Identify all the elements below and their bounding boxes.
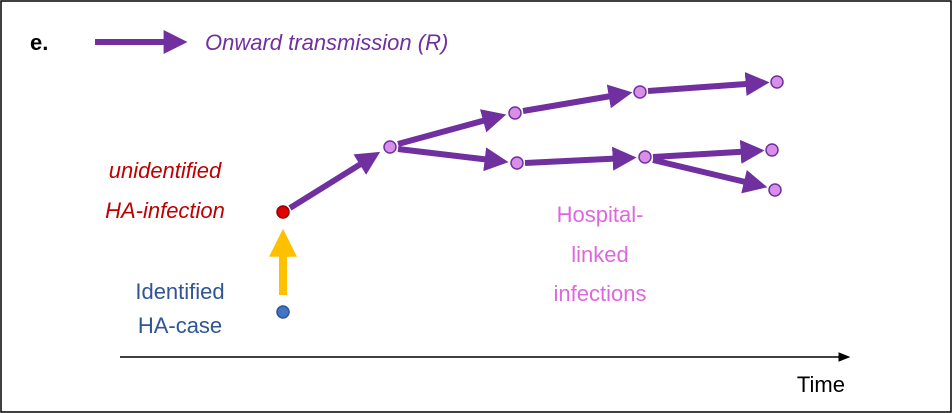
- node-unidentified: [276, 205, 290, 219]
- node: [510, 156, 524, 170]
- identified-label: Identified: [135, 279, 224, 304]
- hospital-label: Hospital-: [557, 202, 644, 227]
- edge: [397, 109, 507, 147]
- nodes: [276, 75, 784, 319]
- unidentified-label: unidentified: [109, 158, 222, 183]
- unidentified-label: HA-infection: [105, 198, 225, 223]
- node: [765, 143, 779, 157]
- edge: [652, 139, 765, 164]
- node: [638, 150, 652, 164]
- hospital-label: linked: [571, 242, 628, 267]
- edges: [269, 72, 770, 295]
- node: [768, 183, 782, 197]
- edge: [522, 84, 633, 114]
- legend-label: Onward transmission (R): [205, 30, 448, 55]
- node: [508, 106, 522, 120]
- edge: [397, 146, 509, 172]
- identified-label: HA-case: [138, 313, 222, 338]
- edge: [524, 146, 637, 171]
- node-identified: [276, 305, 290, 319]
- node: [770, 75, 784, 89]
- edge: [647, 72, 770, 96]
- node: [383, 140, 397, 154]
- hospital-label: infections: [554, 281, 647, 306]
- edge: [652, 157, 768, 194]
- panel-label: e.: [30, 30, 48, 55]
- node: [633, 85, 647, 99]
- edge: [288, 151, 381, 211]
- axis-label: Time: [797, 372, 845, 397]
